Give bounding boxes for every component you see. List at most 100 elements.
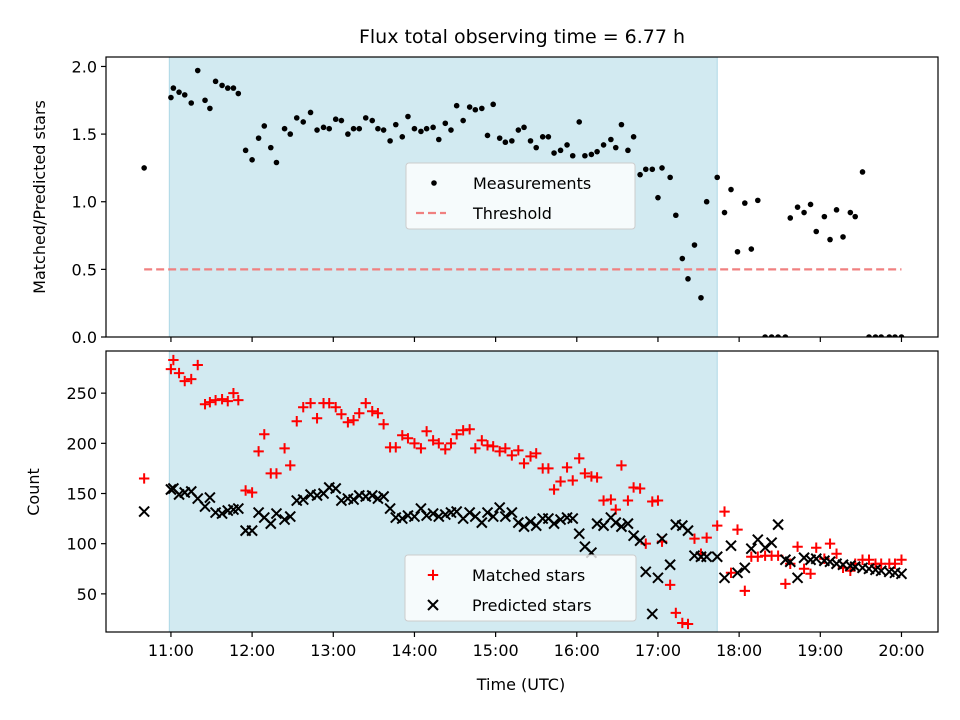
predicted-stars-point (652, 572, 664, 584)
measurement-point (742, 200, 748, 206)
predicted-stars-point (420, 509, 433, 522)
predicted-stars-point (725, 539, 737, 552)
matched-stars-point (712, 520, 723, 531)
matched-stars-point (719, 506, 730, 517)
measurement-point (423, 125, 430, 132)
predicted-stars-point (335, 494, 348, 507)
x-tick-label: 13:00 (310, 641, 356, 660)
predicted-stars-point (246, 524, 258, 537)
predicted-stars-point (627, 529, 640, 542)
matched-stars-point (677, 617, 688, 629)
predicted-stars-point (573, 527, 585, 540)
matched-stars-point (670, 607, 682, 619)
predicted-stars-point (216, 507, 228, 520)
measurement-point (600, 142, 607, 148)
matched-stars-point (647, 496, 658, 507)
predicted-stars-point (297, 493, 309, 506)
measurement-point (872, 334, 879, 337)
measurement-point (484, 132, 491, 139)
measurement-point (338, 117, 345, 124)
predicted-stars-point (798, 552, 810, 564)
measurement-point (703, 198, 710, 205)
predicted-stars-point (745, 542, 758, 555)
measurement-point (588, 151, 595, 158)
matched-stars-point (298, 402, 309, 413)
measurement-point (176, 89, 182, 95)
bottom-y-tick-label: 200 (66, 434, 97, 453)
predicted-stars-point (311, 489, 323, 502)
measurement-point (521, 124, 527, 131)
matched-stars-point (173, 367, 185, 379)
bottom-legend: Matched stars Predicted stars (404, 554, 637, 622)
legend-label: Matched stars (472, 566, 585, 585)
matched-stars-point (336, 409, 347, 420)
matched-stars-point (561, 462, 573, 473)
measurement-point (375, 125, 381, 132)
measurement-point (673, 212, 679, 219)
measurement-point (496, 135, 503, 141)
measurement-point (502, 139, 509, 146)
predicted-stars-point (591, 517, 603, 530)
top-y-tick-label: 1.0 (72, 193, 97, 212)
bottom-subplot: 50 100 150 200 250 11:00 12:00 13:00 14:00 15:00 1… (66, 350, 939, 660)
predicted-stars-point (476, 516, 488, 529)
matched-stars-point (216, 393, 228, 405)
measurement-point (392, 121, 399, 128)
measurement-point (755, 197, 761, 204)
measurement-point (170, 85, 177, 91)
x-tick-label: 18:00 (716, 641, 762, 660)
measurement-point (255, 135, 262, 141)
x-tick-label: 15:00 (473, 641, 519, 660)
measurement-point (813, 228, 820, 235)
measurement-point (242, 147, 249, 154)
matched-stars-point (421, 426, 432, 437)
measurement-point (188, 100, 195, 106)
matched-stars-point (725, 567, 737, 578)
measurement-point (852, 213, 859, 220)
matched-stars-point (402, 433, 414, 444)
matched-stars-point (271, 468, 282, 479)
matched-stars-point (165, 363, 177, 375)
predicted-stars-point (554, 513, 567, 526)
matched-stars-point (433, 438, 444, 449)
matched-stars-point (579, 468, 591, 479)
measurement-point (453, 102, 460, 109)
matched-stars-point (253, 446, 264, 457)
predicted-stars-point (433, 510, 445, 523)
predicted-stars-point (232, 502, 245, 515)
predicted-stars-point (548, 517, 560, 530)
predicted-stars-point (731, 567, 744, 579)
matched-stars-point (896, 554, 907, 565)
predicted-stars-point (664, 559, 676, 571)
measurement-point (466, 104, 473, 110)
matched-stars-point (210, 394, 221, 406)
matched-stars-point (555, 476, 566, 487)
measurement-point (659, 165, 665, 171)
measurement-point (667, 174, 673, 181)
predicted-stars-point (711, 551, 723, 563)
matched-stars-point (482, 440, 493, 451)
measurement-point (307, 109, 314, 116)
measurement-point (545, 134, 552, 140)
matched-stars-point (464, 424, 475, 435)
matched-stars-point (616, 460, 627, 471)
measurement-point (194, 67, 201, 74)
x-tick-label: 11:00 (148, 641, 194, 660)
legend-matched-marker (427, 569, 439, 581)
measurement-point (527, 138, 534, 144)
measurement-point (878, 334, 884, 337)
measurement-point (472, 106, 479, 113)
measurement-point (762, 334, 768, 337)
matched-stars-point (259, 429, 270, 440)
measurement-point (273, 159, 280, 166)
measurement-point (721, 209, 728, 216)
top-axes-frame (105, 56, 939, 338)
measurement-point (679, 255, 686, 262)
measurement-point (608, 136, 614, 143)
measurement-point (332, 116, 339, 123)
measurement-point (698, 294, 704, 301)
x-tick-label: 17:00 (635, 641, 681, 660)
matched-stars-point (397, 430, 408, 441)
predicted-stars-point (512, 516, 525, 529)
predicted-stars-point (784, 556, 796, 568)
